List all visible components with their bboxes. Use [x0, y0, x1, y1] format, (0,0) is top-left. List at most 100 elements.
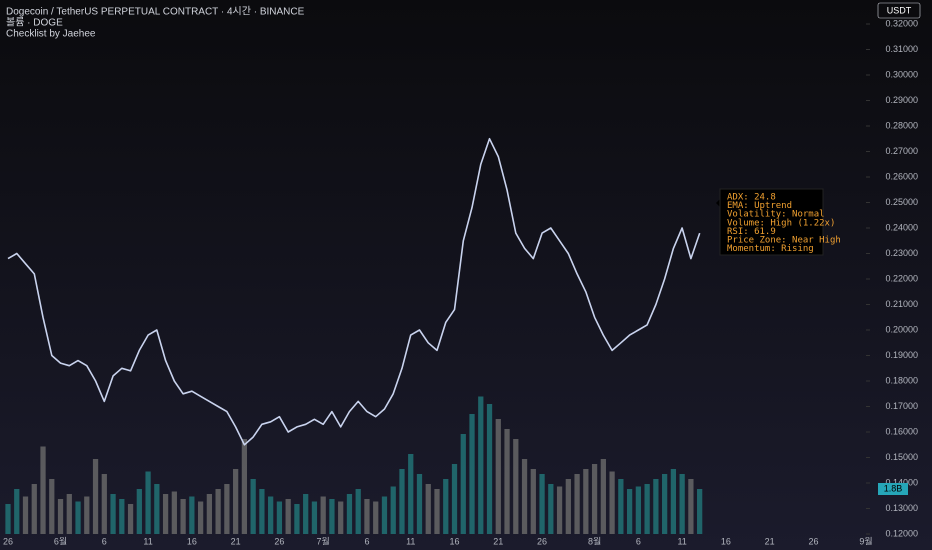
volume-bar [583, 469, 589, 534]
x-tick-label: 8월 [588, 535, 601, 546]
volume-bar [92, 459, 99, 534]
volume-bar [320, 496, 326, 534]
y-tick-label: 0.21000 [885, 299, 918, 309]
volume-bar [189, 496, 195, 534]
checklist-item: Price Zone: Near High [727, 236, 841, 246]
volume-bar [434, 489, 440, 534]
volume-bar [478, 396, 484, 534]
volume-bar [180, 499, 186, 534]
y-tick-label: 0.19000 [885, 350, 918, 360]
x-tick-label: 26 [808, 536, 818, 546]
volume-bar [154, 484, 160, 534]
x-tick-label: 16 [450, 536, 460, 546]
checklist-item: Volatility: Normal [727, 210, 825, 220]
y-tick-label: 0.32000 [885, 18, 918, 28]
x-tick-label: 16 [721, 536, 731, 546]
chart-title: Dogecoin / TetherUS PERPETUAL CONTRACT ·… [6, 6, 305, 18]
volume-bar [145, 471, 151, 534]
volume-bar [451, 464, 458, 534]
x-tick-label: 21 [493, 536, 503, 546]
volume-bar [600, 459, 606, 534]
volume-bar [486, 404, 493, 534]
y-tick-label: 0.23000 [885, 248, 918, 258]
volume-bar [364, 499, 370, 534]
volume-bar [197, 501, 204, 534]
y-tick-label: 0.31000 [885, 44, 918, 54]
volume-bar [233, 469, 239, 534]
y-tick-label: 0.30000 [885, 69, 918, 79]
volume-bar [662, 474, 668, 534]
volume-bar [635, 486, 641, 534]
volume-bar [215, 489, 221, 534]
subtitle: 볼륨 · DOGE [6, 17, 63, 29]
volume-bar [355, 489, 361, 534]
currency: USDT [887, 5, 912, 15]
y-tick-label: 0.16000 [885, 426, 918, 436]
volume-bar [171, 491, 177, 534]
y-tick-label: 0.20000 [885, 324, 918, 334]
volume-marker-box [878, 483, 908, 495]
volume-marker-label: 1.8B [884, 483, 903, 493]
x-tick-label: 26 [3, 536, 13, 546]
volume-bar [250, 479, 256, 534]
volume-bar [5, 504, 11, 534]
y-tick-label: 0.14000 [885, 477, 918, 487]
volume-bar [57, 499, 64, 534]
volume-bar [425, 484, 431, 534]
volume-bar [443, 479, 449, 534]
checklist-item: Momentum: Rising [727, 244, 814, 254]
volume-bar [697, 489, 703, 534]
volume-bar [84, 496, 90, 534]
y-tick-label: 0.25000 [885, 197, 918, 207]
volume-bar [460, 434, 466, 534]
checklist-box [719, 188, 824, 256]
volume-bar [241, 439, 248, 534]
volume-bar [574, 474, 580, 534]
price-line [7, 137, 701, 446]
volume-bar [539, 474, 545, 534]
volume-bar [66, 494, 72, 534]
y-tick-label: 0.27000 [885, 146, 918, 156]
volume-bar [224, 484, 230, 534]
volume-bar [303, 494, 309, 534]
x-tick-label: 26 [537, 536, 547, 546]
volume-bar [285, 499, 291, 534]
volume-bar [644, 484, 650, 534]
x-tick-label: 6 [364, 536, 369, 546]
x-tick-label: 6 [102, 536, 107, 546]
currency-box [877, 2, 921, 19]
volume-bar [381, 496, 388, 534]
checklist-item: ADX: 24.8 [727, 193, 776, 203]
volume-bar [399, 469, 405, 534]
volume-bar [49, 479, 55, 534]
x-tick-label: 11 [143, 536, 152, 546]
volume-bar [609, 471, 615, 534]
volume-bar [206, 494, 212, 534]
checklist-item: RSI: 61.9 [727, 227, 776, 237]
checklist-item: EMA: Uptrend [727, 201, 792, 211]
volume-bar [14, 489, 20, 534]
x-tick-label: 21 [231, 536, 241, 546]
volume-bar [679, 474, 685, 534]
checklist-item: Volume: High (1.22x) [727, 218, 835, 228]
volume-bar [294, 504, 300, 534]
volume-bar [259, 489, 265, 534]
x-tick-label: 21 [765, 536, 775, 546]
y-tick-label: 0.22000 [885, 273, 918, 283]
y-tick-label: 0.15000 [885, 452, 918, 462]
volume-bar [548, 484, 554, 534]
y-tick-label: 0.17000 [885, 401, 918, 411]
y-tick-label: 0.29000 [885, 95, 918, 105]
plot [5, 23, 870, 535]
volume-bar [22, 496, 29, 534]
volume-bar [40, 446, 46, 534]
volume-bar [670, 469, 677, 534]
volume-bar [626, 489, 633, 534]
volume-bar [408, 454, 414, 534]
volume-bar [311, 501, 318, 534]
y-tick-label: 0.28000 [885, 120, 918, 130]
volume-bar [162, 494, 169, 534]
volume-bar [31, 484, 37, 534]
volume-bar [530, 469, 536, 534]
